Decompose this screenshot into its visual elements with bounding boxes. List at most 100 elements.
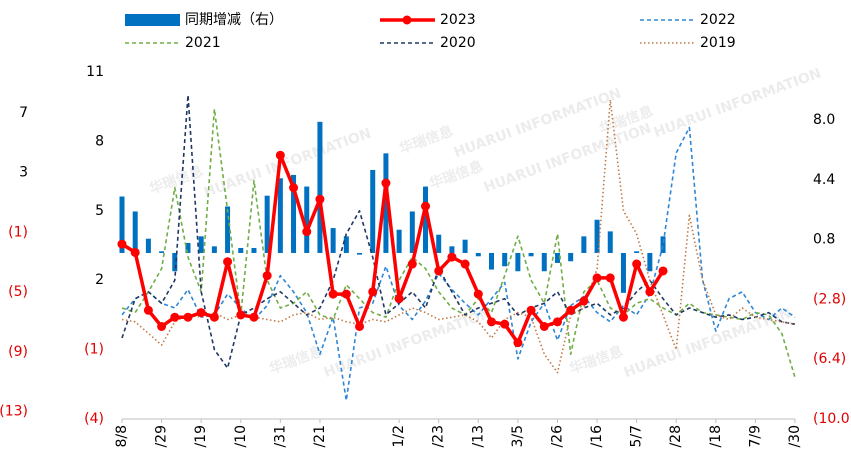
bar xyxy=(304,186,310,253)
bar xyxy=(607,231,613,253)
bar xyxy=(251,247,257,253)
bar xyxy=(502,252,508,267)
x-tick-label: /29 xyxy=(154,425,170,448)
x-tick-label: /31 xyxy=(272,425,288,448)
point xyxy=(394,294,404,304)
tick-label: (1) xyxy=(8,224,28,240)
tick-label: (5) xyxy=(8,284,28,300)
bar xyxy=(291,174,297,253)
point xyxy=(355,321,365,331)
bar xyxy=(568,252,574,262)
point xyxy=(170,312,180,322)
x-tick-label: /10 xyxy=(233,425,249,448)
point xyxy=(368,287,378,297)
watermark-text: 华瑞信息 xyxy=(267,342,325,377)
x-tick-label: /21 xyxy=(312,425,328,448)
tick-label: 3 xyxy=(19,165,28,181)
tick-label: (2.8) xyxy=(813,291,846,307)
bar xyxy=(475,252,481,257)
tick-label: 2 xyxy=(95,272,104,288)
point xyxy=(579,296,589,306)
series-line xyxy=(121,126,796,402)
bar xyxy=(383,153,389,253)
bar xyxy=(132,211,138,253)
bar xyxy=(145,238,151,253)
point xyxy=(632,259,642,269)
point xyxy=(539,321,549,331)
bar xyxy=(449,246,455,253)
point xyxy=(552,317,562,327)
bar xyxy=(198,236,204,253)
watermark-sub: HUARUI INFORMATION xyxy=(322,306,494,382)
legend-label: 2023 xyxy=(440,12,476,28)
bar xyxy=(515,252,521,272)
bar xyxy=(620,252,626,293)
bar xyxy=(172,252,178,272)
point xyxy=(473,289,483,299)
tick-label: 8.0 xyxy=(813,112,835,128)
series-line xyxy=(121,94,796,369)
watermark-sub: HUARUI INFORMATION xyxy=(652,66,824,142)
bar xyxy=(396,229,402,253)
point xyxy=(447,252,457,262)
legend-label: 2019 xyxy=(700,35,736,51)
x-tick-label: 1/2 xyxy=(391,425,407,448)
watermark-sub: HUARUI INFORMATION xyxy=(622,306,794,382)
tick-label: (4) xyxy=(84,411,104,427)
tick-label: (10.0) xyxy=(813,411,851,427)
point xyxy=(236,310,246,320)
point xyxy=(526,305,536,315)
watermark-text: 华瑞信息 xyxy=(567,342,625,377)
x-tick-label: /23 xyxy=(431,425,447,448)
legend-label: 同期增减（右） xyxy=(185,12,283,28)
x-tick-label: /18 xyxy=(708,425,724,448)
point xyxy=(460,259,470,269)
bar xyxy=(211,246,217,253)
point xyxy=(117,239,127,249)
x-tick-label: 3/5 xyxy=(510,425,526,448)
bar xyxy=(119,196,125,253)
bar xyxy=(488,252,494,270)
point xyxy=(421,201,431,211)
watermark-text: 华瑞信息 xyxy=(397,122,455,157)
legend-label: 2021 xyxy=(185,35,221,51)
bar xyxy=(238,247,244,253)
x-tick-label: 8/8 xyxy=(114,425,130,448)
series-line xyxy=(121,99,796,374)
point xyxy=(315,194,325,204)
point xyxy=(262,271,272,281)
bar xyxy=(423,186,429,253)
point xyxy=(302,227,312,237)
bar xyxy=(264,195,270,253)
tick-label: 11 xyxy=(86,64,104,80)
bar xyxy=(634,251,640,253)
x-tick-label: 7/9 xyxy=(747,425,763,448)
point xyxy=(658,266,668,276)
point xyxy=(381,178,391,188)
tick-label: 7 xyxy=(19,105,28,121)
tick-label: (9) xyxy=(8,344,28,360)
bar xyxy=(436,234,442,253)
point xyxy=(566,305,576,315)
bar xyxy=(647,252,653,272)
legend-label: 2022 xyxy=(700,12,736,28)
point xyxy=(605,273,615,283)
bar xyxy=(462,239,468,253)
watermark-sub: HUARUI INFORMATION xyxy=(202,126,374,202)
watermark-text: 华瑞信息 xyxy=(147,162,205,197)
series-line xyxy=(121,108,796,378)
point xyxy=(341,289,351,299)
bar xyxy=(330,228,336,253)
bar xyxy=(581,236,587,253)
point xyxy=(209,312,219,322)
point xyxy=(183,312,193,322)
bar xyxy=(343,236,349,253)
bar xyxy=(277,178,283,253)
tick-label: 0.8 xyxy=(813,232,835,248)
x-tick-label: /28 xyxy=(668,425,684,448)
legend-swatch xyxy=(125,14,180,26)
point xyxy=(500,319,510,329)
